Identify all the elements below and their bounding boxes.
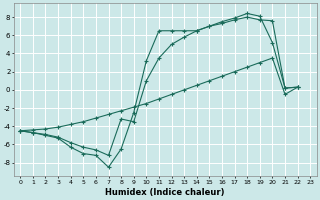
X-axis label: Humidex (Indice chaleur): Humidex (Indice chaleur)	[106, 188, 225, 197]
